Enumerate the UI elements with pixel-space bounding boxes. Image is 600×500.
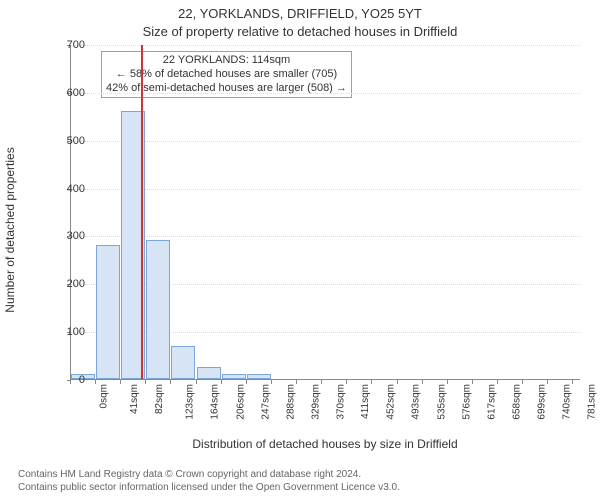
gridline-h bbox=[71, 189, 580, 190]
xtick-mark bbox=[547, 380, 548, 384]
xtick-mark bbox=[472, 380, 473, 384]
gridline-h bbox=[71, 236, 580, 237]
xtick-label: 411sqm bbox=[360, 384, 371, 419]
xtick-label: 617sqm bbox=[486, 384, 497, 420]
xtick-mark bbox=[95, 380, 96, 384]
xtick-label: 164sqm bbox=[210, 384, 221, 420]
ytick-label: 700 bbox=[45, 39, 85, 51]
histogram-bar bbox=[146, 240, 170, 379]
xtick-label: 370sqm bbox=[336, 384, 347, 420]
chart-title: 22, YORKLANDS, DRIFFIELD, YO25 5YT bbox=[0, 6, 600, 21]
xtick-label: 493sqm bbox=[411, 384, 422, 420]
xtick-label: 329sqm bbox=[311, 384, 322, 420]
xtick-mark bbox=[221, 380, 222, 384]
histogram-bar bbox=[222, 374, 246, 379]
gridline-h bbox=[71, 45, 580, 46]
xtick-mark bbox=[246, 380, 247, 384]
plot-area: 22 YORKLANDS: 114sqm ← 58% of detached h… bbox=[70, 45, 580, 380]
annotation-box: 22 YORKLANDS: 114sqm ← 58% of detached h… bbox=[101, 51, 352, 98]
y-axis-label: Number of detached properties bbox=[3, 147, 17, 312]
histogram-bar bbox=[96, 245, 120, 379]
ytick-label: 100 bbox=[45, 326, 85, 338]
chart-container: 22, YORKLANDS, DRIFFIELD, YO25 5YT Size … bbox=[0, 0, 600, 500]
xtick-mark bbox=[397, 380, 398, 384]
xtick-label: 740sqm bbox=[562, 384, 573, 420]
xtick-mark bbox=[447, 380, 448, 384]
xtick-label: 41sqm bbox=[129, 384, 140, 414]
gridline-h bbox=[71, 141, 580, 142]
xtick-mark bbox=[296, 380, 297, 384]
xtick-mark bbox=[497, 380, 498, 384]
subject-marker-line bbox=[141, 45, 143, 379]
xtick-label: 781sqm bbox=[587, 384, 598, 420]
ytick-label: 200 bbox=[45, 278, 85, 290]
x-axis-label: Distribution of detached houses by size … bbox=[70, 437, 580, 451]
histogram-bar bbox=[171, 346, 195, 380]
histogram-bar bbox=[197, 367, 221, 379]
xtick-label: 288sqm bbox=[285, 384, 296, 420]
xtick-label: 452sqm bbox=[386, 384, 397, 420]
xtick-mark bbox=[346, 380, 347, 384]
gridline-h bbox=[71, 93, 580, 94]
ytick-label: 400 bbox=[45, 183, 85, 195]
xtick-mark bbox=[120, 380, 121, 384]
footer-credits: Contains HM Land Registry data © Crown c… bbox=[18, 468, 400, 494]
xtick-label: 247sqm bbox=[260, 384, 271, 420]
xtick-label: 82sqm bbox=[154, 384, 165, 414]
xtick-label: 0sqm bbox=[98, 384, 109, 408]
xtick-label: 206sqm bbox=[235, 384, 246, 420]
xtick-label: 658sqm bbox=[511, 384, 522, 420]
ytick-label: 300 bbox=[45, 230, 85, 242]
ytick-label: 500 bbox=[45, 135, 85, 147]
ytick-label: 0 bbox=[45, 374, 85, 386]
xtick-mark bbox=[321, 380, 322, 384]
chart-subtitle: Size of property relative to detached ho… bbox=[0, 24, 600, 39]
xtick-label: 699sqm bbox=[537, 384, 548, 420]
footer-line2: Contains public sector information licen… bbox=[18, 481, 400, 494]
xtick-mark bbox=[371, 380, 372, 384]
xtick-mark bbox=[422, 380, 423, 384]
xtick-mark bbox=[522, 380, 523, 384]
xtick-mark bbox=[145, 380, 146, 384]
histogram-bar bbox=[247, 374, 271, 379]
xtick-mark bbox=[170, 380, 171, 384]
xtick-mark bbox=[196, 380, 197, 384]
xtick-label: 123sqm bbox=[185, 384, 196, 420]
xtick-mark bbox=[572, 380, 573, 384]
ytick-label: 600 bbox=[45, 87, 85, 99]
xtick-label: 576sqm bbox=[461, 384, 472, 420]
xtick-mark bbox=[70, 380, 71, 384]
footer-line1: Contains HM Land Registry data © Crown c… bbox=[18, 468, 400, 481]
xtick-label: 535sqm bbox=[436, 384, 447, 420]
xtick-mark bbox=[271, 380, 272, 384]
